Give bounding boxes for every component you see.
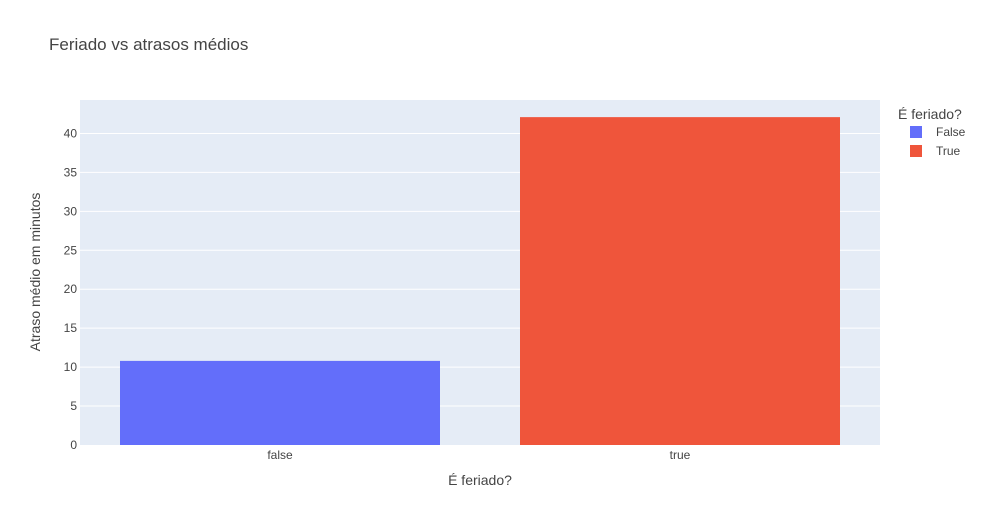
y-tick-label: 20 bbox=[64, 282, 78, 296]
y-tick-label: 5 bbox=[70, 399, 77, 413]
legend-title: É feriado? bbox=[898, 106, 962, 122]
x-tick-label: true bbox=[670, 448, 691, 462]
y-tick-label: 35 bbox=[64, 165, 78, 179]
y-tick-label: 10 bbox=[64, 360, 78, 374]
legend-label: True bbox=[936, 144, 961, 158]
x-axis-title: É feriado? bbox=[448, 472, 512, 488]
legend-label: False bbox=[936, 125, 966, 139]
legend: É feriado? False True bbox=[898, 106, 966, 158]
y-tick-label: 40 bbox=[64, 126, 78, 140]
bar-true bbox=[520, 117, 840, 446]
y-tick-label: 30 bbox=[64, 204, 78, 218]
legend-swatch bbox=[910, 145, 922, 157]
legend-swatch bbox=[910, 126, 922, 138]
chart-title: Feriado vs atrasos médios bbox=[49, 35, 248, 54]
bar-false bbox=[120, 360, 440, 445]
x-tick-label: false bbox=[267, 448, 293, 462]
bars bbox=[120, 117, 840, 446]
y-tick-label: 0 bbox=[70, 438, 77, 452]
y-axis-title: Atraso médio em minutos bbox=[27, 193, 43, 352]
x-axis-ticks: false true bbox=[267, 448, 690, 462]
y-tick-label: 25 bbox=[64, 243, 78, 257]
y-tick-label: 15 bbox=[64, 321, 78, 335]
y-axis-ticks: 0 5 10 15 20 25 30 35 40 bbox=[64, 126, 78, 452]
